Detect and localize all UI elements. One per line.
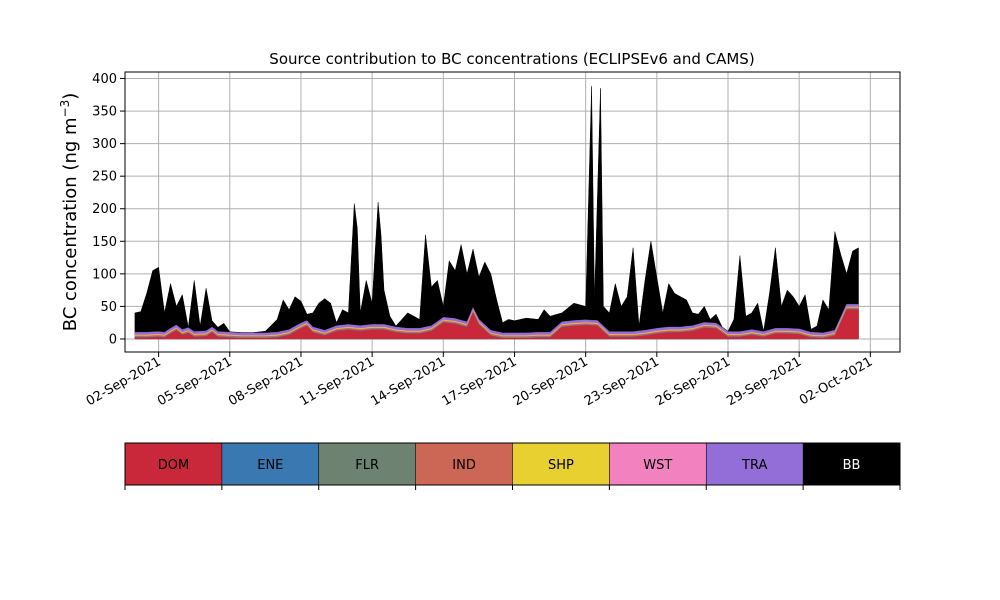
- y-tick-label: 0: [109, 332, 117, 347]
- legend-label-ind: IND: [452, 458, 476, 473]
- chart-title: Source contribution to BC concentrations…: [269, 50, 754, 68]
- y-axis-label: BC concentration (ng m−3): [58, 93, 81, 332]
- legend-label-dom: DOM: [158, 458, 189, 473]
- y-tick-label: 100: [92, 267, 117, 282]
- x-tick-label: 05-Sep-2021: [155, 354, 235, 409]
- legend-label-flr: FLR: [355, 458, 379, 473]
- x-tick-label: 20-Sep-2021: [511, 354, 591, 409]
- x-tick-label: 23-Sep-2021: [582, 354, 662, 409]
- legend-swatch-ene: [221, 443, 319, 485]
- legend-swatch-tra: [706, 443, 804, 485]
- source-legend: DOM ENE FLR IND SHP WST TRA BB: [124, 442, 901, 490]
- x-axis-ticks: 02-Sep-202105-Sep-202108-Sep-202111-Sep-…: [84, 352, 875, 409]
- legend-swatch-shp: [512, 443, 610, 485]
- x-tick-label: 17-Sep-2021: [440, 354, 520, 409]
- legend-frame: [124, 442, 901, 486]
- plot-area: [134, 86, 859, 340]
- y-tick-label: 150: [92, 235, 117, 250]
- y-tick-label: 50: [100, 300, 117, 315]
- x-tick-label: 26-Sep-2021: [653, 354, 733, 409]
- plot-frame: [124, 71, 901, 353]
- legend-label-tra: TRA: [741, 458, 767, 473]
- x-tick-label: 11-Sep-2021: [297, 354, 377, 409]
- legend-label-bb: BB: [843, 458, 861, 473]
- x-tick-label: 29-Sep-2021: [724, 354, 804, 409]
- legend-swatch-dom: [125, 443, 222, 485]
- x-tick-label: 14-Sep-2021: [368, 354, 448, 409]
- legend-swatch-bb: [803, 443, 900, 485]
- legend-label-wst: WST: [643, 458, 672, 473]
- y-tick-label: 400: [92, 72, 117, 87]
- x-tick-label: 02-Sep-2021: [84, 354, 164, 409]
- legend-label-shp: SHP: [548, 458, 574, 473]
- y-tick-label: 250: [92, 170, 117, 185]
- legend-label-ene: ENE: [257, 458, 283, 473]
- x-tick-label: 02-Oct-2021: [797, 354, 875, 408]
- area-bb: [134, 86, 859, 340]
- y-tick-label: 300: [92, 137, 117, 152]
- x-tick-label: 08-Sep-2021: [226, 354, 306, 409]
- y-axis-ticks: 0 50 100 150 200 250 300 350 400: [92, 72, 125, 347]
- y-tick-label: 200: [92, 202, 117, 217]
- area-dom: [134, 309, 859, 340]
- y-tick-label: 350: [92, 105, 117, 120]
- legend-swatch-ind: [415, 443, 513, 485]
- legend-swatch-wst: [609, 443, 707, 485]
- legend-swatch-flr: [318, 443, 416, 485]
